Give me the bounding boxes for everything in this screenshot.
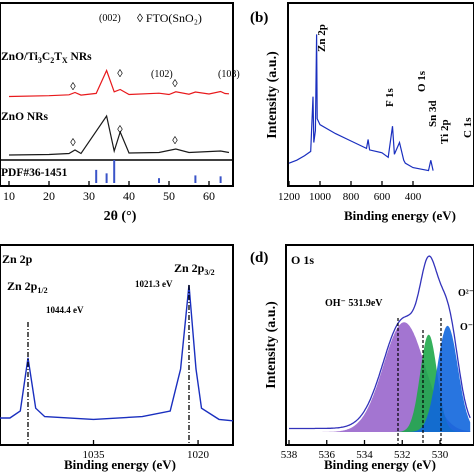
peak-energy-2p32: 1021.3 eV — [135, 279, 173, 289]
x-tick-label: 1200 — [278, 191, 301, 203]
peak-label-sn3d: Sn 3d — [427, 100, 439, 127]
fit-component — [289, 325, 471, 432]
panel-d-x-axis-title: Binding energy (eV) — [324, 457, 436, 472]
panel-a-label-composite: ZnO/Ti3C2TX NRs — [1, 51, 92, 65]
peak-label-ti2p: Ti 2p — [439, 119, 451, 144]
peak-label-f1s: F 1s — [384, 87, 396, 107]
survey-spectrum — [288, 34, 434, 172]
diamond-marker: ◊ — [70, 81, 76, 93]
x-tick-label: 600 — [374, 191, 391, 203]
panel-b-tag: (b) — [250, 10, 268, 26]
panel-a-label-zno: ZnO NRs — [1, 111, 48, 123]
x-tick-label: 20 — [43, 189, 55, 203]
diamond-marker: ◊ — [70, 137, 76, 149]
zn2p-spectrum — [0, 284, 233, 422]
fit-component — [289, 334, 471, 432]
peak-energy-2p12: 1044.4 eV — [46, 305, 84, 315]
peak-label-zn2p32: Zn 2p3/2 — [174, 261, 215, 277]
panel-a-label-pdf: PDF#36-1451 — [1, 167, 68, 179]
peak-label-102: (102) — [151, 69, 173, 80]
x-tick-label: 1035 — [83, 449, 106, 461]
diamond-marker: ◊ — [117, 124, 123, 136]
diamond-marker: ◊ — [172, 135, 178, 147]
x-tick-label: 534 — [356, 449, 373, 461]
peak-label-002: (002) — [99, 13, 121, 24]
x-tick-label: 1020 — [187, 449, 210, 461]
peak-label-o1s: O 1s — [416, 70, 428, 92]
peak-label-o2: O²⁻ — [458, 288, 474, 299]
panel-c: Zn 2p 1035 1020 Zn 2p1/2 1044.4 eV Zn 2p3… — [0, 244, 234, 472]
peak-label-c1s: C 1s — [462, 117, 474, 138]
envelope-curve — [289, 255, 471, 430]
x-tick-label: 532 — [394, 449, 411, 461]
diamond-markers: ◊ ◊ ◊ ◊ ◊ ◊ — [70, 68, 178, 149]
panel-c-title: Zn 2p — [2, 252, 33, 266]
x-tick-label: 800 — [343, 191, 360, 203]
panel-d-title: O 1s — [291, 253, 314, 267]
x-tick-label: 40 — [123, 189, 135, 203]
x-tick-label: 60 — [203, 189, 215, 203]
series-line — [8, 114, 230, 156]
panel-b: (b) Intensity (a.u.) 1200 1000 800 600 400 Z… — [250, 2, 474, 223]
panel-a-x-axis-title: 2θ (°) — [104, 209, 137, 224]
peak-label-zn2p: Zn 2p — [316, 24, 328, 52]
panel-b-frame — [287, 2, 474, 187]
x-tick-label: 400 — [405, 191, 422, 203]
panel-a: 10 20 30 40 50 60 ◊ FTO(SnO₂) ZnO/Ti3C2TX NRs… — [0, 2, 240, 224]
diamond-marker: ◊ — [117, 68, 123, 80]
x-tick-label: 30 — [83, 189, 95, 203]
diamond-marker: ◊ — [172, 78, 178, 90]
panel-b-y-axis-title: Intensity (a.u.) — [265, 51, 280, 139]
peak-label-zn2p12: Zn 2p1/2 — [7, 279, 48, 295]
x-tick-label: 536 — [319, 449, 336, 461]
x-tick-label: 1000 — [309, 191, 332, 203]
x-tick-label: 10 — [3, 189, 15, 203]
x-tick-label: 538 — [281, 449, 298, 461]
peak-label-103: (103) — [218, 69, 240, 80]
x-tick-label: 50 — [163, 189, 175, 203]
panel-a-frame — [0, 2, 234, 187]
series-line — [8, 68, 230, 98]
peak-label-oh: OH⁻ 531.9eV — [325, 298, 383, 309]
panel-c-frame — [0, 244, 234, 446]
panel-b-x-axis-title: Binding energy (eV) — [344, 208, 456, 223]
panel-d-y-axis-title: Intensity (a.u.) — [264, 301, 279, 389]
panel-a-legend: ◊ FTO(SnO₂) — [137, 11, 202, 25]
panel-d: (d) O 1s Intensity (a.u.) 538 536 534 532 53… — [250, 244, 474, 472]
panel-d-frame — [285, 244, 474, 446]
peak-label-o: O⁻ — [460, 322, 473, 333]
panel-d-tag: (d) — [250, 250, 268, 266]
x-tick-label: 530 — [432, 449, 449, 461]
panel-c-x-axis-title: Binding energy (eV) — [64, 457, 176, 472]
